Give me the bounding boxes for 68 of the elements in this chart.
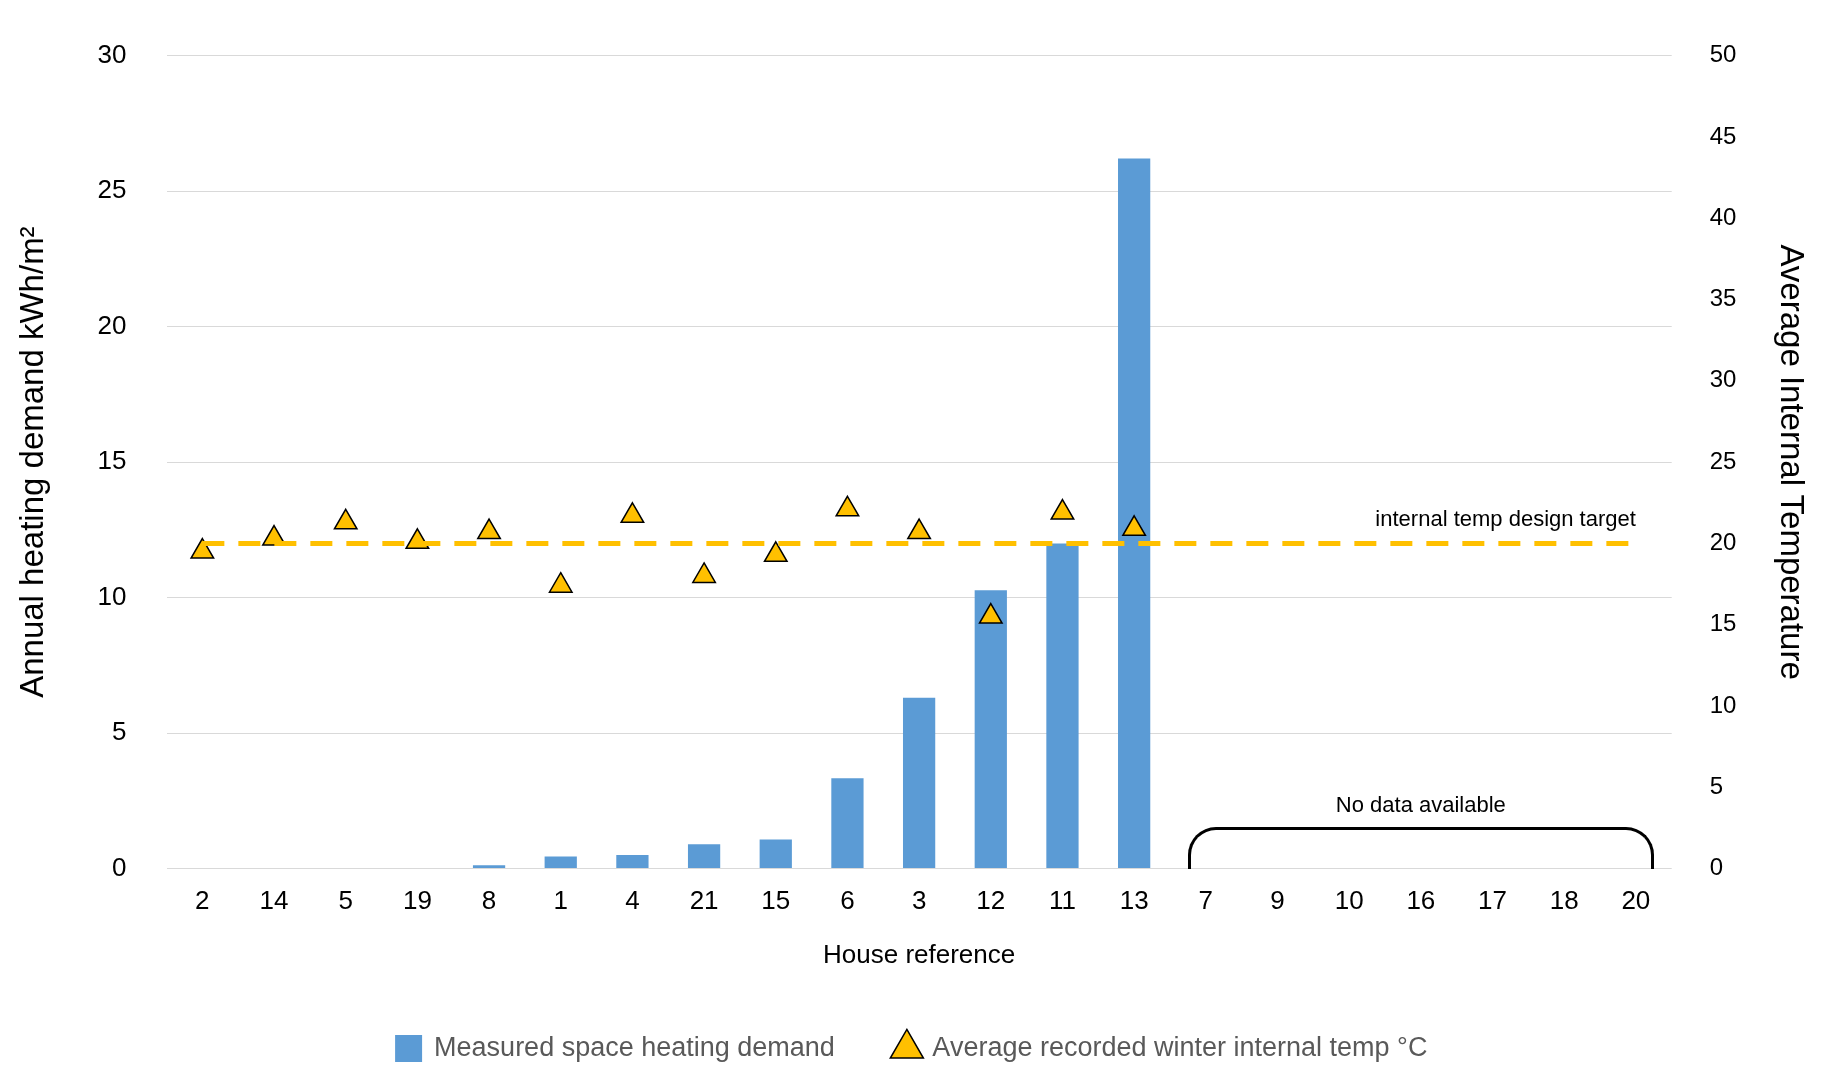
x-axis-title: House reference xyxy=(823,938,1016,969)
bar xyxy=(544,856,577,869)
y2-tick-label: 50 xyxy=(1709,40,1737,68)
y2-tick-label: 25 xyxy=(1709,446,1737,474)
legend-label: Average recorded winter internal temp °C xyxy=(932,1031,1428,1062)
point xyxy=(763,541,788,563)
y-axis-title: Annual heating demand kWh/m² xyxy=(12,226,50,698)
y-tick-label: 0 xyxy=(112,851,127,882)
y2-tick-label: 5 xyxy=(1709,771,1724,799)
bar xyxy=(902,697,936,869)
x-tick-label: 2 xyxy=(195,885,210,916)
y-tick-label: 20 xyxy=(97,309,127,340)
annotation: No data available xyxy=(1335,791,1506,817)
x-tick-label: 11 xyxy=(1048,885,1076,916)
x-tick-label: 8 xyxy=(481,885,497,916)
y-tick-label: 15 xyxy=(97,445,127,476)
bar xyxy=(472,865,506,869)
x-tick-label: 16 xyxy=(1406,885,1436,916)
x-tick-label: 21 xyxy=(689,885,719,916)
bar xyxy=(1046,543,1079,869)
point xyxy=(907,518,932,540)
y2-tick-label: 15 xyxy=(1709,609,1737,637)
y-tick-label: 25 xyxy=(97,174,127,205)
bar xyxy=(759,839,792,869)
x-tick-label: 12 xyxy=(976,885,1006,916)
x-tick-label: 6 xyxy=(840,885,855,916)
x-tick-label: 5 xyxy=(338,885,353,916)
x-tick-label: 15 xyxy=(761,885,791,916)
y-tick-label: 10 xyxy=(97,580,127,611)
y2-tick-label: 0 xyxy=(1709,853,1724,881)
y-tick-label: 5 xyxy=(112,716,127,747)
x-tick-label: 20 xyxy=(1621,885,1651,916)
x-tick-label: 4 xyxy=(625,885,640,916)
x-tick-label: 13 xyxy=(1119,885,1149,916)
x-tick-label: 17 xyxy=(1478,885,1507,916)
point xyxy=(477,518,502,540)
y2-tick-label: 20 xyxy=(1709,528,1737,556)
x-tick-label: 10 xyxy=(1334,885,1364,916)
x-tick-label: 7 xyxy=(1198,885,1214,916)
point xyxy=(190,537,215,559)
y-tick-label: 30 xyxy=(97,38,127,69)
bar xyxy=(1118,158,1151,869)
y2-tick-label: 40 xyxy=(1709,202,1737,230)
y2-axis-title: Average Internal Temperature xyxy=(1774,244,1812,680)
x-tick-label: 9 xyxy=(1270,885,1285,916)
y2-tick-label: 10 xyxy=(1709,690,1737,718)
bar xyxy=(974,590,1007,869)
x-tick-label: 18 xyxy=(1549,885,1579,916)
point xyxy=(1122,515,1147,537)
x-tick-label: 14 xyxy=(259,885,289,916)
legend-label: Measured space heating demand xyxy=(434,1031,835,1062)
y2-tick-label: 45 xyxy=(1709,121,1737,149)
bar xyxy=(687,844,721,869)
ref-line-label: internal temp design target xyxy=(1375,506,1636,532)
point xyxy=(620,502,645,524)
point xyxy=(835,495,860,517)
bar xyxy=(831,778,864,869)
x-tick-label: 19 xyxy=(402,885,432,916)
x-tick-label: 3 xyxy=(911,885,927,916)
point xyxy=(333,508,358,530)
bar xyxy=(616,855,649,869)
y2-tick-label: 30 xyxy=(1709,365,1737,393)
point xyxy=(692,562,717,584)
point xyxy=(978,602,1003,624)
y2-tick-label: 35 xyxy=(1709,284,1737,312)
x-tick-label: 1 xyxy=(553,885,568,916)
point xyxy=(548,571,573,593)
point xyxy=(1050,498,1075,520)
